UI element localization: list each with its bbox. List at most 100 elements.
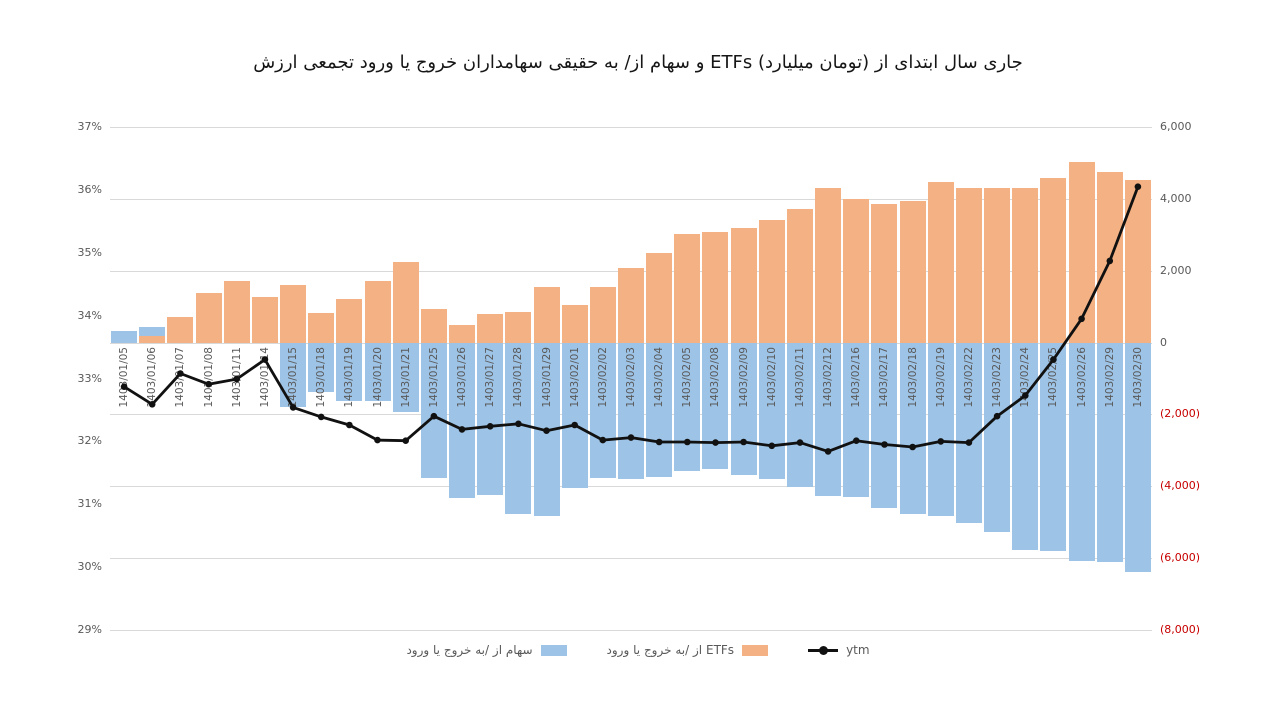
bar-stocks-segment (618, 342, 644, 480)
bar-etfs-segment (1068, 162, 1095, 343)
gridline (110, 198, 1152, 200)
bar-etfs-segment (618, 267, 644, 343)
bar-etfs-segment (899, 200, 926, 343)
left-axis-tick: 29% (77, 623, 102, 636)
bar-etfs-segment (646, 252, 673, 343)
bar-stocks-segment (589, 342, 616, 478)
bar-etfs-segment (251, 297, 278, 343)
legend: ورود یا خروج به/ از سهام ورود یا خروج به… (0, 643, 1276, 657)
ytm-point (571, 421, 578, 429)
ytm-point (120, 383, 128, 391)
bar-stocks-segment (505, 342, 532, 515)
right-axis-tick: (2,000) (1160, 407, 1201, 421)
left-axis-tick: 33% (77, 371, 102, 385)
bar-etfs-segment (984, 188, 1011, 343)
bar-etfs-segment (702, 231, 729, 343)
chart-title: ارزش تجمعی ورود یا خروج سهامداران حقیقی … (253, 52, 1023, 73)
ytm-point (1022, 392, 1029, 399)
legend-ytm-label: ytm (846, 643, 870, 657)
bar-stocks-segment (984, 342, 1011, 532)
bar-stocks-segment (843, 342, 870, 498)
gridline (110, 630, 1152, 631)
bar-etfs-segment (223, 280, 250, 343)
right-axis-tick: (4,000) (1160, 479, 1201, 493)
ytm-point (768, 442, 776, 450)
bar-etfs-segment (533, 287, 560, 343)
bar-stocks-segment (786, 342, 813, 487)
left-axis-tick: 32% (77, 434, 102, 448)
ytm-point (289, 404, 297, 411)
ytm-line-svg (120, 183, 1142, 455)
bar-etfs-segment (308, 312, 335, 343)
bar-etfs-segment (449, 324, 476, 343)
left-axis-tick: 30% (77, 560, 102, 574)
bar-etfs-segment (589, 287, 616, 343)
ytm-point (515, 420, 522, 428)
gridline (110, 558, 1152, 560)
bar-stocks-segment (815, 342, 842, 496)
ytm-point (965, 439, 973, 446)
bar-etfs-segment (392, 262, 419, 343)
ytm-point (740, 438, 747, 446)
bar-etfs-segment (1012, 188, 1039, 343)
left-axis-tick: 37% (77, 120, 102, 133)
bar-stocks-segment (702, 342, 729, 470)
bar-etfs-segment (927, 181, 954, 343)
bar-stocks-segment (1040, 342, 1067, 551)
ytm-point (458, 426, 466, 433)
gridline (110, 486, 1152, 488)
bar-stocks-segment (111, 330, 138, 343)
right-axis-tick: 2,000 (1160, 263, 1192, 277)
bar-etfs-segment (195, 293, 222, 343)
bar-stocks-segment (1096, 342, 1123, 563)
bar-stocks-segment (477, 342, 504, 495)
bar-etfs-segment (364, 281, 391, 343)
bar-etfs-segment (280, 285, 307, 343)
ytm-point (205, 380, 212, 388)
ytm-line (123, 186, 1140, 453)
ytm-point (430, 412, 438, 420)
ytm-point (684, 438, 691, 446)
ytm-point (402, 437, 410, 445)
ytm-point (1078, 315, 1085, 323)
legend-stocks-swatch-icon (540, 644, 567, 656)
bar-stocks-segment (674, 342, 701, 472)
ytm-point (655, 438, 663, 446)
ytm-point (177, 370, 184, 377)
left-axis-tick: 35% (77, 245, 102, 259)
bar-stocks-segment (561, 342, 588, 489)
bar-stocks-segment (1012, 342, 1039, 550)
ytm-point (317, 413, 325, 421)
bar-stocks-segment (899, 342, 926, 514)
bar-etfs-segment (955, 188, 982, 343)
ytm-point (1134, 183, 1142, 190)
right-axis-tick: (6,000) (1160, 551, 1201, 565)
ytm-point (909, 443, 916, 451)
bar-stocks-segment (646, 342, 673, 477)
ytm-point (599, 436, 607, 444)
bar-etfs-segment (871, 204, 898, 343)
ytm-point (543, 427, 550, 435)
ytm-point (374, 436, 381, 444)
ytm-point (148, 401, 156, 408)
bar-stocks-segment (420, 342, 447, 478)
bar-etfs-segment (505, 312, 532, 343)
ytm-point (824, 448, 832, 455)
ytm-point (993, 412, 1001, 420)
bar-stocks-segment (308, 342, 335, 392)
bar-etfs-segment (758, 220, 785, 343)
bar-etfs-segment (561, 304, 588, 343)
bar-etfs-segment (730, 228, 757, 343)
bar-stocks-segment (392, 342, 419, 412)
bar-etfs-segment (477, 313, 504, 343)
bar-stocks-segment (1068, 342, 1095, 561)
bar-stocks-segment (730, 342, 757, 476)
gridline (110, 127, 1152, 128)
ytm-point (1106, 257, 1114, 265)
legend-etfs-label: ورود یا خروج به/ از ETFs (606, 643, 735, 657)
legend-stocks-label: ورود یا خروج به/ از سهام (406, 643, 533, 657)
bar-etfs-segment (139, 335, 166, 343)
plot-area: 1403/01/05 1403/01/06 1403/01/07 1403/01/08… (110, 127, 1152, 631)
bar-etfs-segment (167, 317, 194, 343)
